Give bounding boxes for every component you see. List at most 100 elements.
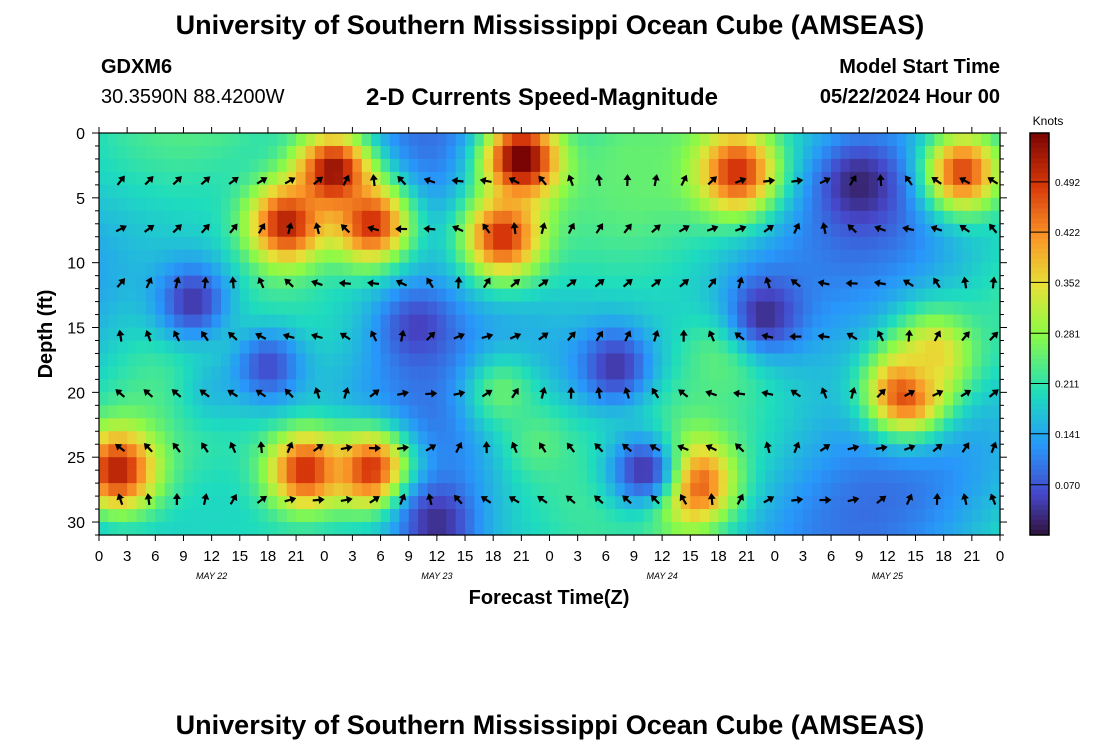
heatmap-cell: [305, 210, 316, 225]
heatmap-cell: [474, 133, 485, 147]
heatmap-cell: [502, 236, 513, 251]
heatmap-cell: [962, 366, 973, 380]
heatmap-cell: [99, 392, 109, 406]
heatmap-cell: [202, 184, 213, 199]
heatmap-cell: [352, 405, 363, 419]
heatmap-cell: [831, 210, 842, 225]
heatmap-cell: [709, 470, 720, 484]
heatmap-cell: [896, 522, 907, 536]
current-arrow: [313, 222, 322, 235]
current-arrow: [144, 176, 154, 186]
heatmap-cell: [371, 379, 382, 393]
heatmap-cell: [164, 444, 175, 458]
heatmap-cell: [502, 262, 513, 277]
current-arrow: [201, 276, 210, 289]
heatmap-cell: [765, 275, 776, 290]
heatmap-cell: [558, 483, 569, 497]
heatmap-cell: [849, 509, 860, 523]
heatmap-cell: [99, 444, 109, 458]
heatmap-cell: [877, 210, 888, 225]
heatmap-cell: [934, 353, 945, 368]
current-arrow: [425, 389, 438, 398]
heatmap-cell: [812, 483, 823, 497]
heatmap-cell: [915, 366, 926, 380]
heatmap-cell: [633, 236, 644, 251]
x-tick-label: 3: [348, 548, 356, 565]
heatmap-cell: [831, 133, 842, 147]
heatmap-cell: [352, 197, 363, 212]
current-arrow: [510, 278, 521, 288]
heatmap-cell: [859, 236, 870, 251]
heatmap-cell: [690, 262, 701, 277]
heatmap-cell: [558, 197, 569, 212]
heatmap-cell: [183, 353, 194, 368]
heatmap-cell: [164, 431, 175, 445]
heatmap-cell: [774, 197, 785, 212]
heatmap-cell: [192, 133, 203, 147]
heatmap-cell: [530, 392, 541, 406]
heatmap-cell: [877, 431, 888, 445]
heatmap-cell: [136, 223, 147, 238]
heatmap-cell: [605, 327, 616, 342]
heatmap-cell: [108, 522, 119, 536]
heatmap-cell: [399, 223, 410, 238]
heatmap-cell: [521, 340, 532, 355]
heatmap-cell: [765, 431, 776, 445]
heatmap-cell: [990, 366, 1001, 380]
heatmap-cell: [568, 483, 579, 497]
heatmap-cell: [249, 340, 260, 355]
heatmap-cell: [990, 405, 1001, 419]
heatmap-cell: [117, 418, 128, 432]
heatmap-cell: [493, 314, 504, 329]
heatmap-cell: [568, 210, 579, 225]
heatmap-cell: [906, 210, 917, 225]
heatmap-cell: [821, 236, 832, 251]
heatmap-cell: [859, 223, 870, 238]
current-arrow: [115, 224, 127, 233]
heatmap-cell: [699, 353, 710, 368]
heatmap-cell: [709, 353, 720, 368]
heatmap-cell: [727, 171, 738, 186]
heatmap-cell: [718, 496, 729, 510]
heatmap-cell: [192, 210, 203, 225]
heatmap-cell: [924, 353, 935, 368]
heatmap-cell: [511, 133, 522, 147]
heatmap-cell: [361, 223, 372, 238]
heatmap-cell: [727, 366, 738, 380]
heatmap-cell: [624, 184, 635, 199]
colorbar-swatch: [1030, 344, 1049, 350]
heatmap-cell: [896, 405, 907, 419]
heatmap-cell: [183, 340, 194, 355]
heatmap-cell: [324, 470, 335, 484]
heatmap-cell: [314, 236, 325, 251]
current-arrow: [961, 276, 970, 289]
current-arrow: [707, 277, 717, 288]
heatmap-cell: [849, 353, 860, 368]
current-arrow: [761, 332, 774, 341]
heatmap-cell: [924, 522, 935, 536]
heatmap-cell: [286, 236, 297, 251]
heatmap-cell: [540, 145, 551, 160]
heatmap-cell: [633, 431, 644, 445]
current-arrow: [988, 223, 998, 234]
heatmap-cell: [145, 522, 156, 536]
heatmap-cell: [258, 327, 269, 342]
heatmap-cell: [709, 184, 720, 199]
heatmap-cell: [474, 483, 485, 497]
heatmap-cell: [540, 210, 551, 225]
heatmap-cell: [343, 340, 354, 355]
heatmap-cell: [117, 197, 128, 212]
heatmap-cell: [662, 249, 673, 264]
heatmap-cell: [324, 223, 335, 238]
heatmap-cell: [812, 327, 823, 342]
heatmap-cell: [587, 275, 598, 290]
colorbar-swatch: [1030, 268, 1049, 275]
heatmap-cell: [521, 210, 532, 225]
x-tick-label: 15: [231, 548, 248, 565]
heatmap-cell: [155, 133, 166, 147]
current-arrow: [229, 276, 238, 289]
heatmap-cell: [465, 431, 476, 445]
heatmap-cell: [849, 158, 860, 173]
current-arrow: [820, 222, 829, 235]
current-arrow: [791, 495, 804, 504]
